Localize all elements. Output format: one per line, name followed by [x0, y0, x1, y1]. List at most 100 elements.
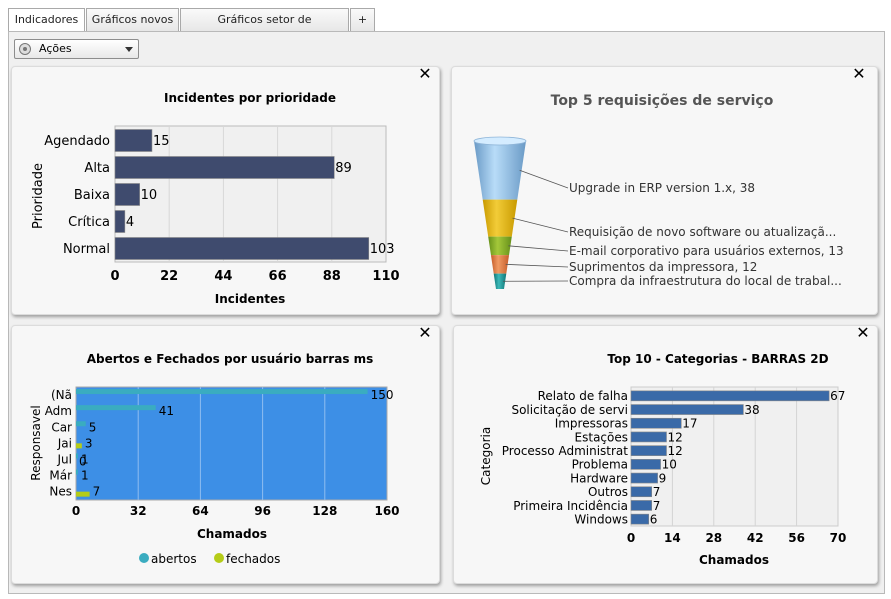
- y-tick-label: Normal: [63, 242, 110, 257]
- bar-fechados[interactable]: [76, 491, 90, 497]
- acoes-label: Ações: [39, 42, 72, 55]
- y-tick-label: Hardware: [570, 471, 628, 485]
- close-icon[interactable]: ✕: [418, 323, 432, 342]
- funnel-segment[interactable]: [474, 141, 526, 200]
- close-icon[interactable]: ✕: [852, 64, 866, 83]
- data-label: 103: [370, 242, 395, 257]
- y-tick-label: Impressoras: [555, 417, 628, 431]
- bar[interactable]: [114, 129, 153, 152]
- data-label: 5: [89, 420, 97, 434]
- bar[interactable]: [630, 513, 650, 525]
- x-tick-label: 96: [254, 504, 271, 518]
- y-axis-label: Categoria: [479, 427, 493, 485]
- bar[interactable]: [630, 390, 830, 402]
- data-label: 150: [371, 388, 394, 402]
- tab-graficos-novos[interactable]: Gráficos novos: [86, 8, 179, 32]
- x-tick-label: 64: [192, 504, 209, 518]
- close-icon[interactable]: ✕: [856, 323, 870, 342]
- x-tick-label: 56: [788, 531, 805, 545]
- y-tick-label: Windows: [574, 512, 628, 526]
- y-tick-label: Jul: [57, 452, 72, 466]
- data-label: 41: [159, 404, 174, 418]
- panel-top10-categorias: ✕ Top 10 - Categorias - BARRAS 2D Relato…: [453, 325, 878, 584]
- data-label: 0: [79, 454, 87, 468]
- y-tick-label: Agendado: [44, 134, 110, 149]
- chart-title: Top 5 requisições de serviço: [551, 93, 774, 109]
- y-tick-label: Jai: [57, 436, 72, 450]
- data-label: 38: [744, 403, 759, 417]
- y-tick-label: Estações: [575, 430, 628, 444]
- x-tick-label: 28: [705, 531, 722, 545]
- x-tick-label: 42: [747, 531, 764, 545]
- bar[interactable]: [630, 445, 667, 456]
- funnel-connector: [519, 169, 569, 189]
- acoes-dropdown[interactable]: Ações: [14, 39, 139, 59]
- chart-title: Abertos e Fechados por usuário barras ms: [87, 352, 374, 366]
- chart-title: Incidentes por prioridade: [164, 91, 336, 105]
- funnel-label: Suprimentos da impressora, 12: [569, 260, 757, 274]
- funnel-connector: [512, 217, 569, 233]
- data-label: 17: [682, 417, 697, 431]
- bar-abertos[interactable]: [76, 405, 156, 411]
- tab-graficos-setor-atendimento[interactable]: Gráficos setor de atendimento: [180, 8, 349, 48]
- bar-abertos[interactable]: [76, 453, 78, 459]
- y-tick-label: Alta: [84, 161, 110, 176]
- bar[interactable]: [114, 237, 370, 260]
- legend-marker: [214, 553, 224, 563]
- data-label: 89: [335, 161, 352, 176]
- bar-abertos[interactable]: [76, 469, 78, 475]
- panel-abertos-fechados: ✕ Abertos e Fechados por usuário barras …: [11, 325, 440, 584]
- chevron-down-icon: [125, 47, 133, 52]
- funnel-connector: [505, 263, 569, 268]
- bar-abertos[interactable]: [76, 421, 86, 427]
- bar-fechados[interactable]: [76, 443, 82, 449]
- bar[interactable]: [630, 404, 744, 415]
- y-tick-label: Primeira Incidência: [513, 499, 628, 513]
- plot-area: [75, 386, 388, 501]
- y-tick-label: Adm: [45, 404, 72, 418]
- bar[interactable]: [630, 459, 661, 470]
- bar-abertos[interactable]: [76, 389, 368, 395]
- chart-top10-categorias: Top 10 - Categorias - BARRAS 2D Relato d…: [479, 352, 847, 567]
- y-tick-label: Outros: [588, 485, 628, 499]
- funnel-label: Compra da infraestrutura do local de tra…: [569, 274, 842, 288]
- bar[interactable]: [630, 486, 653, 498]
- x-tick-label: 66: [269, 269, 287, 284]
- x-tick-label: 14: [664, 531, 681, 545]
- funnel-label: E-mail corporativo para usuários externo…: [569, 244, 844, 258]
- funnel-segment[interactable]: [488, 236, 512, 256]
- y-tick-label: Solicitação de servi: [511, 403, 628, 417]
- tab-add[interactable]: +: [350, 8, 375, 32]
- bar[interactable]: [630, 472, 658, 484]
- bar[interactable]: [630, 431, 667, 443]
- data-label: 12: [667, 444, 682, 458]
- data-label: 12: [667, 430, 682, 444]
- x-axis-label: Chamados: [197, 527, 267, 541]
- legend-label: abertos: [151, 552, 197, 566]
- data-label: 10: [662, 458, 677, 472]
- data-label: 6: [650, 512, 658, 526]
- bar[interactable]: [630, 417, 682, 429]
- bar[interactable]: [114, 156, 335, 179]
- bar[interactable]: [114, 210, 126, 233]
- data-label: 7: [653, 499, 661, 513]
- close-icon[interactable]: ✕: [418, 64, 432, 83]
- data-label: 67: [830, 389, 845, 403]
- tab-indicadores[interactable]: Indicadores: [8, 8, 85, 33]
- x-tick-label: 0: [627, 531, 635, 545]
- x-tick-label: 32: [130, 504, 147, 518]
- bar[interactable]: [114, 183, 140, 206]
- data-label: 4: [126, 215, 134, 230]
- x-tick-label: 110: [372, 269, 399, 284]
- funnel-top: [473, 136, 527, 146]
- x-tick-label: 22: [160, 269, 178, 284]
- y-axis-label: Responsavel: [29, 405, 43, 480]
- x-tick-label: 70: [830, 531, 847, 545]
- x-tick-label: 128: [312, 504, 337, 518]
- y-tick-label: Nes: [49, 485, 72, 499]
- funnel-connector: [508, 245, 569, 252]
- funnel-segment[interactable]: [482, 199, 518, 237]
- funnel-segment[interactable]: [490, 255, 510, 274]
- bar[interactable]: [630, 500, 653, 511]
- funnel-segment[interactable]: [493, 273, 507, 289]
